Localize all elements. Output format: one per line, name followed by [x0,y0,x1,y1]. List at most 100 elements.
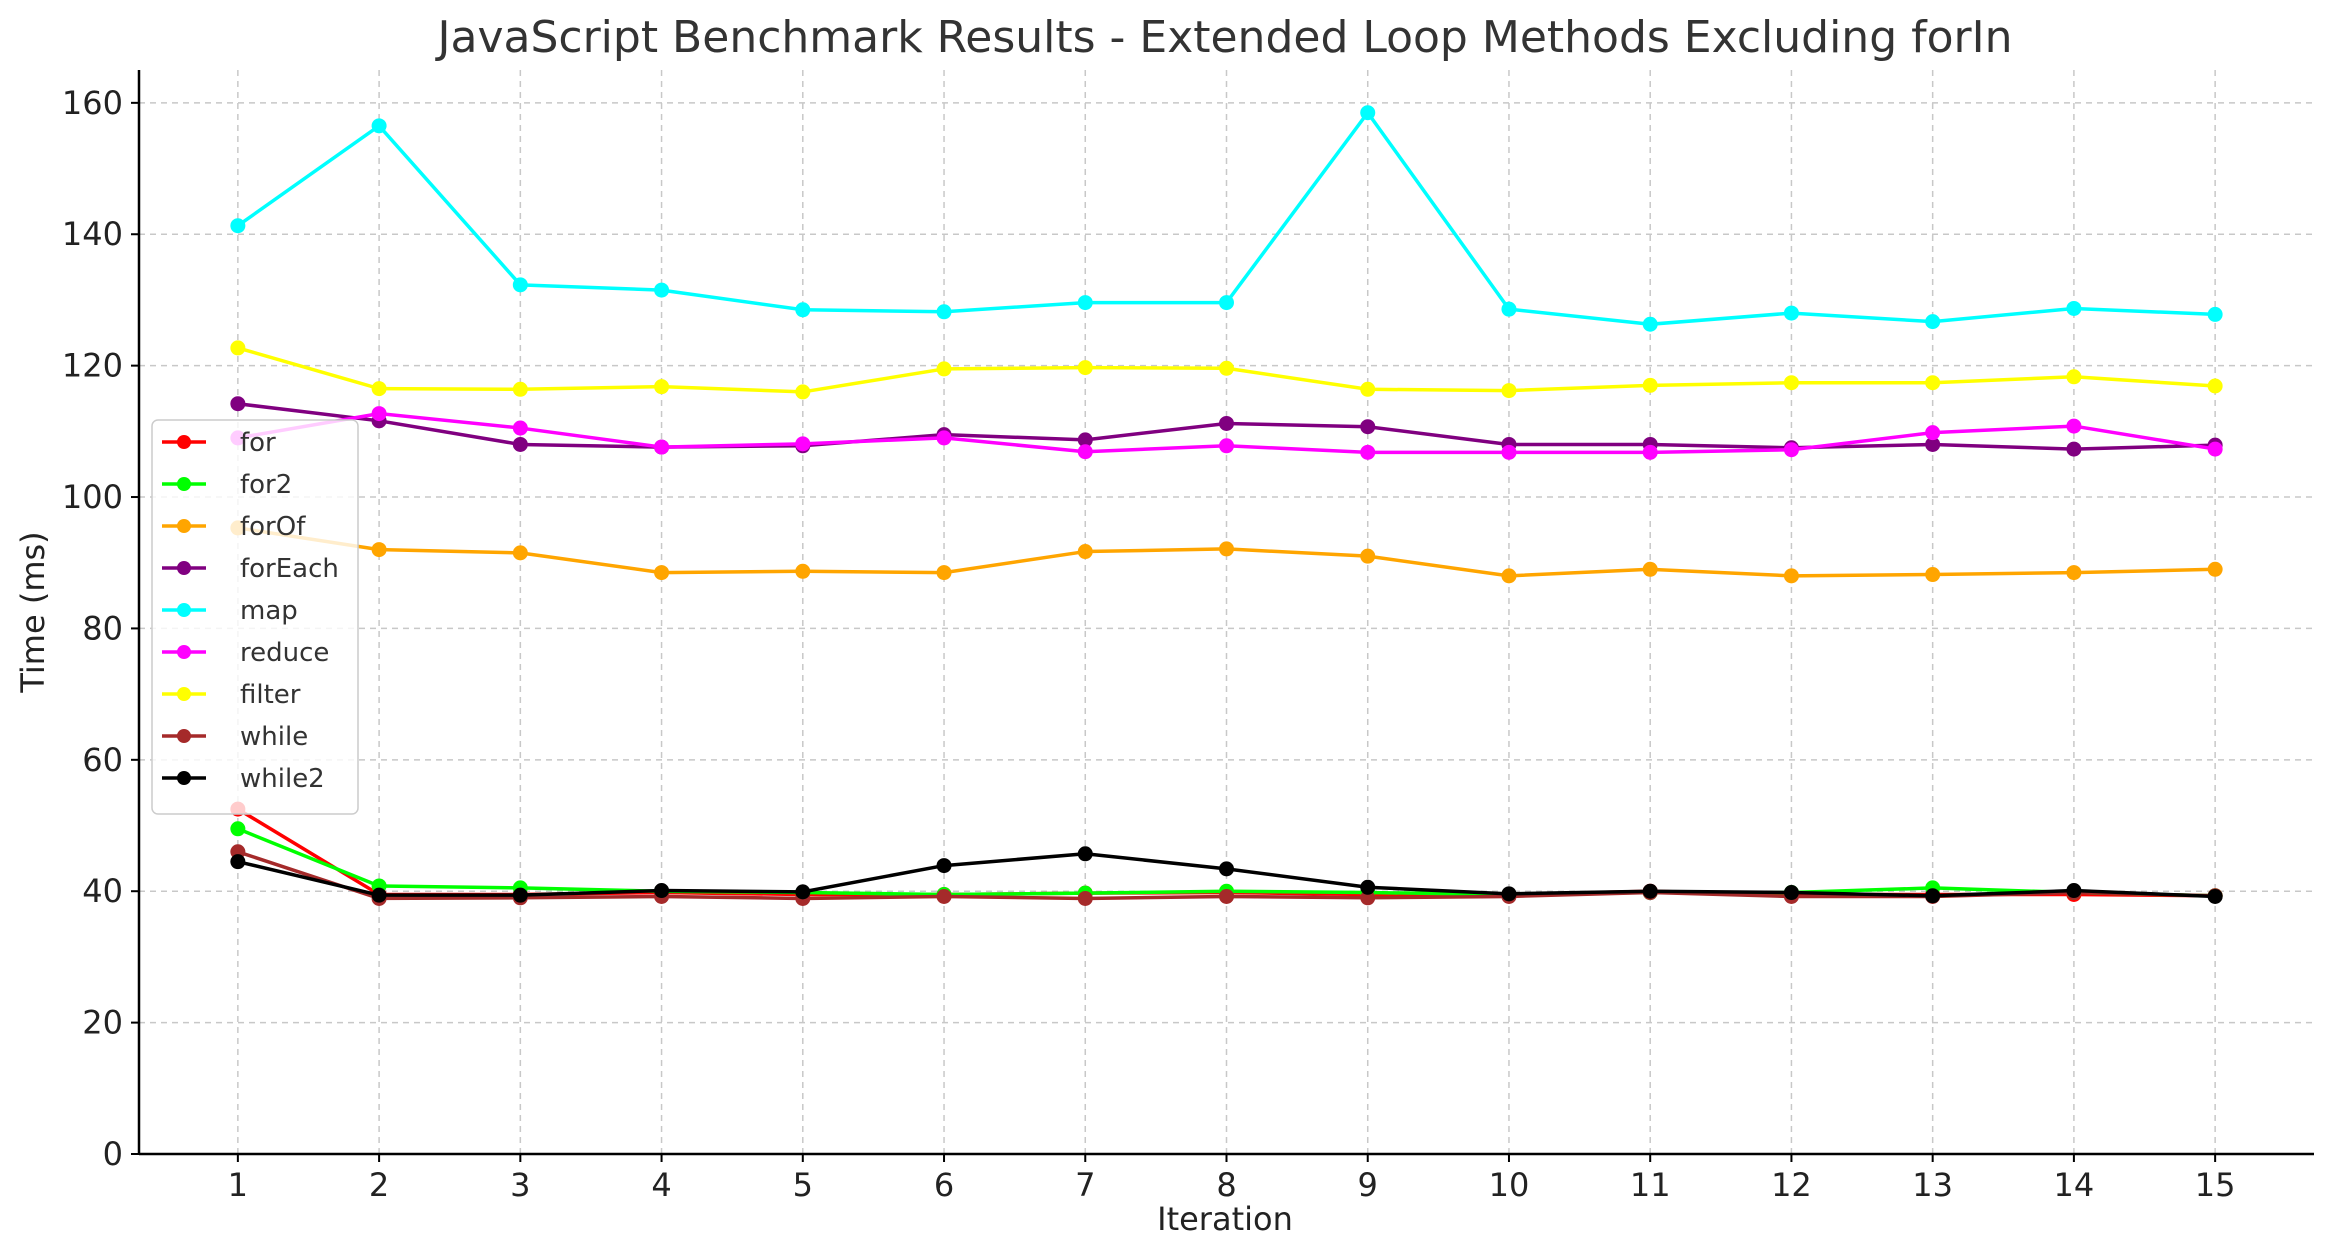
data-point-while2 [512,887,528,903]
legend: for for2 forOf forEach map reduce filter while w… [151,419,359,815]
data-point-filter [1077,360,1093,376]
data-point-map [371,118,387,134]
data-point-filter [371,381,387,397]
y-tick-label: 0 [103,1135,123,1173]
data-point-map [1360,105,1376,121]
data-point-forEach [2066,441,2082,457]
data-point-forEach [1360,419,1376,435]
data-point-filter [512,381,528,397]
y-tick-label: 160 [62,84,123,122]
data-point-while [1219,888,1234,904]
data-point-map [1219,295,1234,311]
data-point-filter [795,384,811,400]
data-point-map [230,218,246,234]
data-point-while2 [1501,886,1517,902]
y-tick-label: 40 [82,872,123,910]
legend-item-while2: while2 [162,764,325,794]
data-point-forOf [512,545,528,561]
y-axis-label: Time (ms) [14,531,52,693]
legend-swatch-marker [177,729,191,743]
data-point-reduce [1077,444,1093,460]
data-point-forEach [1219,415,1234,431]
data-point-forOf [371,542,387,558]
data-point-while2 [1783,885,1799,901]
legend-swatch-marker [177,561,191,575]
legend-item-map: map [162,596,298,626]
data-point-filter [1501,383,1517,399]
x-tick-label: 12 [1771,1166,1812,1204]
data-point-filter [1925,375,1941,391]
data-point-reduce [1501,444,1517,460]
data-point-forEach [1077,432,1093,448]
data-point-filter [2207,378,2223,394]
data-point-filter [654,379,670,395]
series-map [230,105,2223,332]
data-point-map [1925,314,1941,330]
legend-label: reduce [240,638,329,668]
data-point-map [2207,306,2223,322]
legend-item-while: while [162,722,308,752]
series-forOf [230,520,2223,584]
data-point-while [1360,890,1376,906]
data-point-forOf [1077,544,1093,560]
legend-label: forEach [240,554,339,584]
y-tick-label: 80 [82,609,123,647]
x-tick-label: 14 [2054,1166,2095,1204]
legend-item-forOf: forOf [162,512,306,542]
data-point-forOf [1925,567,1941,583]
series-reduce [230,406,2223,460]
data-point-while2 [1219,861,1234,877]
data-point-map [1077,295,1093,311]
data-point-while2 [1642,883,1658,899]
data-point-map [936,304,952,320]
series-filter [230,340,2223,400]
x-tick-label: 10 [1489,1166,1530,1204]
data-point-reduce [1219,438,1234,454]
data-point-map [1783,305,1799,321]
data-point-reduce [371,406,387,422]
data-point-forOf [1501,568,1517,584]
data-point-while2 [2066,883,2082,899]
data-point-for2 [230,821,246,837]
data-point-reduce [2066,418,2082,434]
legend-label: for2 [240,470,292,500]
data-point-reduce [512,420,528,436]
data-point-forOf [654,565,670,581]
data-point-reduce [1360,444,1376,460]
data-point-map [1501,301,1517,317]
data-point-filter [2066,369,2082,385]
data-point-while2 [230,854,246,870]
data-point-reduce [936,430,952,446]
data-point-while2 [795,884,811,900]
x-tick-label: 15 [2195,1166,2236,1204]
data-point-filter [230,340,246,356]
data-point-map [654,282,670,298]
legend-label: filter [240,680,301,710]
x-tick-label: 3 [510,1166,530,1204]
x-tick-label: 9 [1358,1166,1378,1204]
data-point-map [512,277,528,293]
data-point-reduce [654,439,670,455]
legend-swatch-marker [177,435,191,449]
legend-swatch-marker [177,771,191,785]
data-point-map [795,302,811,318]
data-point-filter [1360,381,1376,397]
y-tick-label: 60 [82,741,123,779]
data-point-forOf [936,565,952,581]
data-point-forOf [1783,568,1799,584]
x-tick-label: 7 [1075,1166,1095,1204]
data-point-forEach [512,436,528,452]
series-while2 [230,846,2223,904]
legend-item-filter: filter [162,680,301,710]
data-point-filter [1642,377,1658,393]
data-point-forOf [1642,561,1658,577]
data-point-while2 [1360,879,1376,895]
data-point-reduce [2207,441,2223,457]
legend-label: forOf [240,512,306,542]
data-point-while2 [654,883,670,899]
data-point-while2 [936,858,952,874]
data-point-forOf [1360,548,1376,564]
legend-label: for [240,428,276,458]
legend-swatch-marker [177,645,191,659]
